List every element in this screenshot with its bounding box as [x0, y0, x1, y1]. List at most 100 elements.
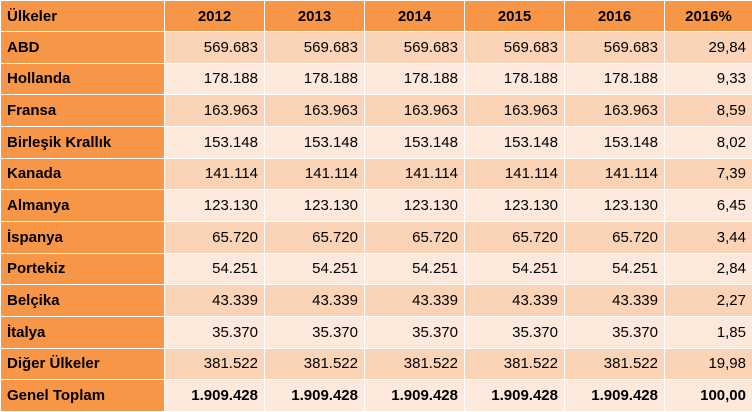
value-cell: 1.909.428 — [464, 379, 565, 412]
percent-cell: 1,85 — [664, 315, 752, 349]
value-cell: 65.720 — [564, 220, 665, 254]
value-cell: 141.114 — [364, 157, 465, 191]
value-cell: 65.720 — [264, 220, 365, 254]
value-cell: 1.909.428 — [364, 379, 465, 412]
value-cell: 178.188 — [264, 62, 365, 96]
country-name: Portekiz — [0, 252, 165, 286]
value-cell: 163.963 — [164, 94, 265, 127]
value-cell: 1.909.428 — [264, 379, 365, 412]
value-cell: 123.130 — [364, 189, 465, 222]
header-2015: 2015 — [464, 0, 565, 32]
country-name: ABD — [0, 31, 165, 64]
percent-cell: 8,59 — [664, 94, 752, 127]
table-row: ABD 569.683 569.683 569.683 569.683 569.683 29… — [0, 31, 752, 64]
total-label: Genel Toplam — [0, 379, 165, 412]
percent-cell: 3,44 — [664, 220, 752, 254]
table-row: Belçika 43.339 43.339 43.339 43.339 43.339 2,2… — [0, 284, 752, 317]
header-2013: 2013 — [264, 0, 365, 32]
value-cell: 141.114 — [564, 157, 665, 191]
value-cell: 35.370 — [164, 315, 265, 349]
value-cell: 153.148 — [564, 125, 665, 159]
value-cell: 54.251 — [264, 252, 365, 286]
value-cell: 35.370 — [464, 315, 565, 349]
value-cell: 178.188 — [464, 62, 565, 96]
table-header-row: Ülkeler 2012 2013 2014 2015 2016 2016% — [0, 0, 752, 32]
table-row: İspanya 65.720 65.720 65.720 65.720 65.720 3,4… — [0, 220, 752, 254]
table-row: Portekiz 54.251 54.251 54.251 54.251 54.251 2,… — [0, 252, 752, 286]
value-cell: 163.963 — [464, 94, 565, 127]
value-cell: 178.188 — [364, 62, 465, 96]
value-cell: 43.339 — [264, 284, 365, 317]
value-cell: 141.114 — [464, 157, 565, 191]
value-cell: 123.130 — [164, 189, 265, 222]
value-cell: 43.339 — [564, 284, 665, 317]
percent-cell: 100,00 — [664, 379, 752, 412]
value-cell: 178.188 — [164, 62, 265, 96]
value-cell: 43.339 — [464, 284, 565, 317]
header-2012: 2012 — [164, 0, 265, 32]
country-name: Diğer Ülkeler — [0, 347, 165, 381]
value-cell: 153.148 — [464, 125, 565, 159]
percent-cell: 2,84 — [664, 252, 752, 286]
value-cell: 54.251 — [564, 252, 665, 286]
value-cell: 569.683 — [564, 31, 665, 64]
percent-cell: 6,45 — [664, 189, 752, 222]
value-cell: 65.720 — [464, 220, 565, 254]
percent-cell: 19,98 — [664, 347, 752, 381]
value-cell: 153.148 — [164, 125, 265, 159]
header-2016-percent: 2016% — [664, 0, 752, 32]
percent-cell: 7,39 — [664, 157, 752, 191]
value-cell: 381.522 — [564, 347, 665, 381]
percent-cell: 9,33 — [664, 62, 752, 96]
value-cell: 65.720 — [364, 220, 465, 254]
table-row: Birleşik Krallık 153.148 153.148 153.148 153… — [0, 125, 752, 159]
value-cell: 178.188 — [564, 62, 665, 96]
value-cell: 35.370 — [364, 315, 465, 349]
table-row: Fransa 163.963 163.963 163.963 163.963 163.96… — [0, 94, 752, 127]
country-name: Belçika — [0, 284, 165, 317]
percent-cell: 29,84 — [664, 31, 752, 64]
value-cell: 123.130 — [264, 189, 365, 222]
value-cell: 141.114 — [264, 157, 365, 191]
value-cell: 123.130 — [564, 189, 665, 222]
value-cell: 381.522 — [164, 347, 265, 381]
header-2016: 2016 — [564, 0, 665, 32]
table-row: Diğer Ülkeler 381.522 381.522 381.522 381.52… — [0, 347, 752, 381]
table-row: Hollanda 178.188 178.188 178.188 178.188 178.… — [0, 62, 752, 96]
country-name: Hollanda — [0, 62, 165, 96]
value-cell: 1.909.428 — [564, 379, 665, 412]
value-cell: 35.370 — [264, 315, 365, 349]
value-cell: 381.522 — [464, 347, 565, 381]
value-cell: 153.148 — [264, 125, 365, 159]
value-cell: 54.251 — [164, 252, 265, 286]
value-cell: 141.114 — [164, 157, 265, 191]
value-cell: 163.963 — [564, 94, 665, 127]
value-cell: 153.148 — [364, 125, 465, 159]
percent-cell: 8,02 — [664, 125, 752, 159]
value-cell: 569.683 — [364, 31, 465, 64]
value-cell: 569.683 — [464, 31, 565, 64]
header-countries: Ülkeler — [0, 0, 165, 32]
value-cell: 65.720 — [164, 220, 265, 254]
value-cell: 123.130 — [464, 189, 565, 222]
country-name: Fransa — [0, 94, 165, 127]
country-name: Almanya — [0, 189, 165, 222]
value-cell: 381.522 — [264, 347, 365, 381]
value-cell: 54.251 — [364, 252, 465, 286]
table-row: Kanada 141.114 141.114 141.114 141.114 141.11… — [0, 157, 752, 191]
value-cell: 35.370 — [564, 315, 665, 349]
value-cell: 43.339 — [364, 284, 465, 317]
country-name: Birleşik Krallık — [0, 125, 165, 159]
value-cell: 43.339 — [164, 284, 265, 317]
value-cell: 569.683 — [164, 31, 265, 64]
value-cell: 54.251 — [464, 252, 565, 286]
country-name: İtalya — [0, 315, 165, 349]
value-cell: 1.909.428 — [164, 379, 265, 412]
value-cell: 163.963 — [264, 94, 365, 127]
table-total-row: Genel Toplam 1.909.428 1.909.428 1.909.428 1… — [0, 379, 752, 412]
table-row: İtalya 35.370 35.370 35.370 35.370 35.370 1,85 — [0, 315, 752, 349]
country-name: İspanya — [0, 220, 165, 254]
value-cell: 569.683 — [264, 31, 365, 64]
header-2014: 2014 — [364, 0, 465, 32]
